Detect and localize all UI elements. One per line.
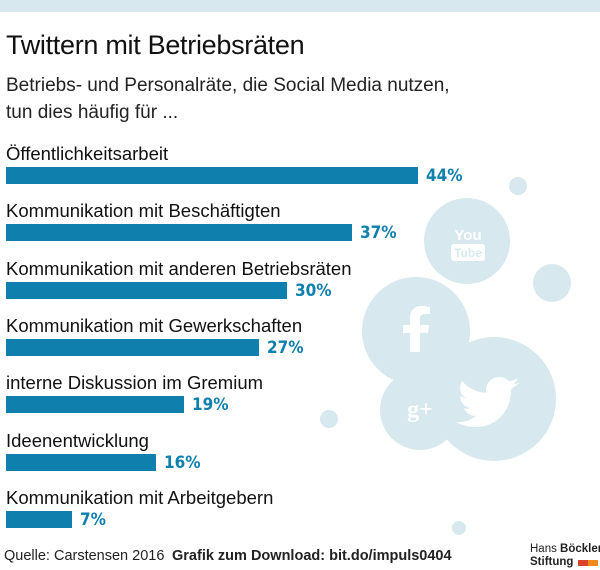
category-label: Ideenentwicklung [6,429,149,451]
download-link[interactable]: Grafik zum Download: bit.do/impuls0404 [172,548,452,564]
bar [6,510,72,528]
hans-boeckler-stiftung-logo: Hans Böckler Stiftung [530,543,600,570]
bar [6,281,287,299]
source-text: Quelle: Carstensen 2016 [4,548,165,564]
value-label: 27% [267,337,304,358]
decor-bubble [452,521,466,535]
category-label: Kommunikation mit anderen Betriebsräten [6,257,352,279]
value-label: 16% [164,452,201,473]
logo-line2: Stiftung [530,556,574,568]
decor-bubble [533,264,571,302]
logo-mark-accent [588,560,598,566]
decor-bubble [320,410,338,428]
value-label: 19% [192,395,229,416]
logo-line1: Hans Böckler [530,543,600,555]
bar [6,396,184,414]
facebook-icon [362,277,470,385]
value-label: 44% [426,166,463,186]
value-label: 30% [295,280,332,301]
category-label: interne Diskussion im Gremium [6,372,264,394]
value-label: 37% [360,223,397,244]
category-label: Kommunikation mit Gewerkschaften [6,314,303,336]
bar [6,453,156,471]
svg-text:Tube: Tube [454,246,482,260]
bar [6,167,418,184]
category-label: Kommunikation mit Arbeitgebern [6,486,274,508]
top-band [0,0,600,12]
value-label: 7% [80,509,106,530]
bar [6,338,259,356]
chart-subtitle: Betriebs- und Personalräte, die Social M… [6,75,450,123]
svg-text:g+: g+ [407,397,433,423]
footer: Quelle: Carstensen 2016 Grafik zum Downl… [0,543,600,570]
twitter-icon [432,337,556,461]
bar [6,224,352,242]
chart-title: Twittern mit Betriebsräten [6,30,305,60]
decor-bubble [509,177,527,195]
svg-text:You: You [454,227,481,244]
youtube-icon: You Tube [424,198,510,284]
category-label: Öffentlichkeitsarbeit [6,143,169,164]
category-label: Kommunikation mit Beschäftigten [6,200,281,222]
